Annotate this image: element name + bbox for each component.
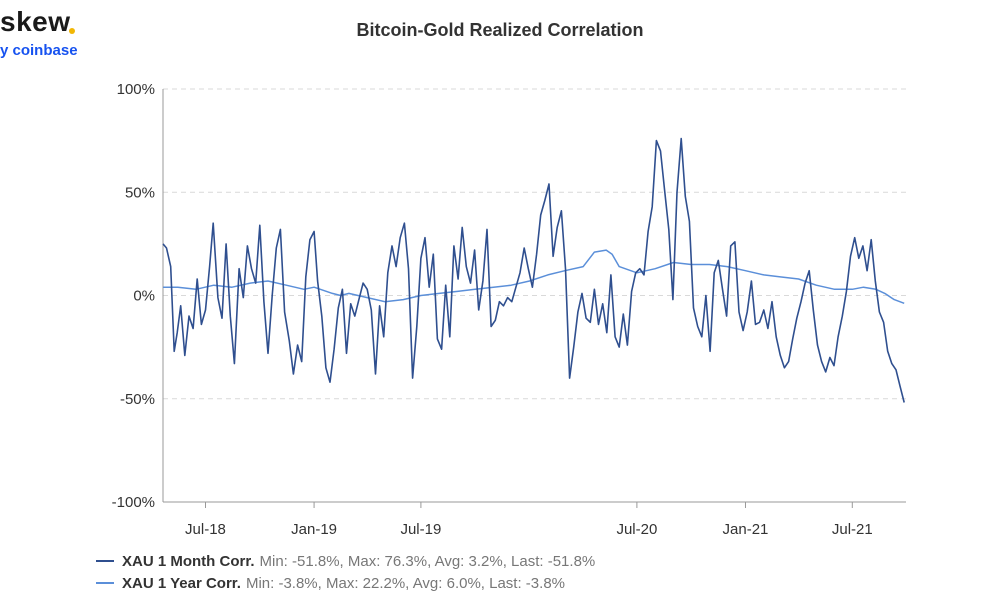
legend-series-stats: Min: -51.8%, Max: 76.3%, Avg: 3.2%, Last… [259,552,596,570]
legend-series-stats: Min: -3.8%, Max: 22.2%, Avg: 6.0%, Last:… [245,574,565,592]
legend-swatch-1-year [96,582,114,584]
x-tick-label: Jul-21 [832,521,873,538]
x-tick-label: Jul-18 [185,521,226,538]
y-tick-label: 50% [125,184,155,201]
y-tick-label: 100% [117,81,155,98]
legend-series-name: XAU 1 Month Corr. [122,552,255,570]
logo-word: skew [0,6,71,37]
logo-dot [69,28,75,34]
x-tick-label: Jan-21 [723,521,769,538]
y-tick-label: -100% [112,494,155,511]
legend-swatch-1-month [96,560,114,562]
skew-logo: skew y coinbase [0,6,90,62]
legend-item-1-month[interactable]: XAU 1 Month Corr. Min: -51.8%, Max: 76.3… [96,550,595,572]
legend-series-name: XAU 1 Year Corr. [122,574,241,592]
logo-subtitle: y coinbase [0,42,78,59]
legend: XAU 1 Month Corr. Min: -51.8%, Max: 76.3… [96,550,595,594]
series-line-1-month [162,137,905,403]
x-tick-label: Jul-19 [400,521,441,538]
x-tick-label: Jul-20 [616,521,657,538]
legend-item-1-year[interactable]: XAU 1 Year Corr. Min: -3.8%, Max: 22.2%,… [96,572,595,594]
chart-title: Bitcoin-Gold Realized Correlation [356,20,644,40]
y-tick-label: -50% [120,391,155,408]
x-tick-label: Jan-19 [291,521,337,538]
y-tick-label: 0% [133,288,155,305]
series-line-1-year [163,249,905,305]
